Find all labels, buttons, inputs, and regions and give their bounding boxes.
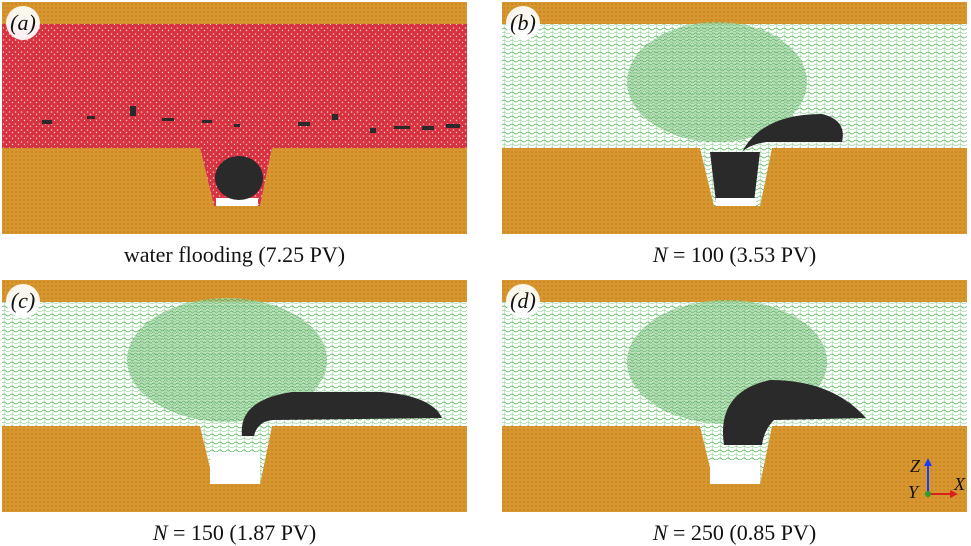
simulation-frame-d: (d): [502, 280, 967, 512]
axis-triad: Z Y X: [902, 456, 968, 504]
caption-d: N = 250 (0.85 PV): [652, 520, 817, 545]
caption-a: water flooding (7.25 PV): [123, 242, 346, 267]
panel-tag-a: (a): [6, 6, 40, 40]
simulation-frame-a: (a): [2, 2, 467, 234]
panel-tag-c: (c): [6, 284, 40, 318]
caption-b: N = 100 (3.53 PV): [652, 242, 817, 267]
panel-tag-d: (d): [506, 284, 540, 318]
panel-tag-b: (b): [506, 6, 540, 40]
axis-x-label: X: [954, 474, 965, 494]
axis-z-label: Z: [910, 456, 921, 476]
axis-y-label: Y: [908, 482, 919, 502]
simulation-frame-c: (c): [2, 280, 467, 512]
simulation-frame-b: (b): [502, 2, 967, 234]
caption-c: N = 150 (1.87 PV): [152, 520, 317, 545]
